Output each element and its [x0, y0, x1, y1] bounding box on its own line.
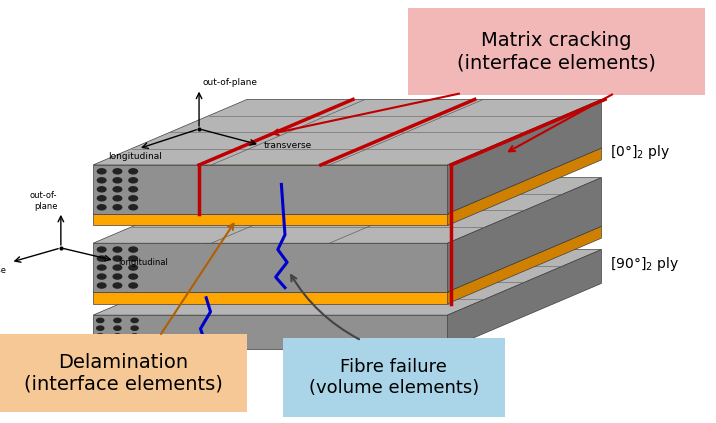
Polygon shape [93, 99, 601, 165]
Circle shape [114, 342, 121, 346]
Circle shape [114, 334, 121, 338]
Polygon shape [93, 292, 448, 304]
Circle shape [113, 169, 122, 174]
Circle shape [131, 319, 138, 322]
Text: Fibre failure
(volume elements): Fibre failure (volume elements) [309, 358, 479, 397]
Text: Delamination
(interface elements): Delamination (interface elements) [24, 353, 223, 394]
Circle shape [97, 334, 104, 338]
Polygon shape [448, 226, 601, 304]
FancyBboxPatch shape [408, 8, 705, 95]
Polygon shape [93, 250, 601, 315]
Polygon shape [448, 148, 601, 225]
Text: Matrix cracking
(interface elements): Matrix cracking (interface elements) [458, 31, 656, 72]
Circle shape [129, 178, 137, 183]
FancyBboxPatch shape [283, 338, 505, 417]
Text: out-of-
plane: out-of- plane [30, 191, 57, 211]
Text: longitudinal: longitudinal [118, 258, 168, 267]
Circle shape [97, 187, 106, 192]
Circle shape [97, 283, 106, 288]
Circle shape [97, 342, 104, 346]
Circle shape [129, 283, 137, 288]
Circle shape [97, 205, 106, 210]
Circle shape [131, 342, 138, 346]
Circle shape [129, 196, 137, 201]
Circle shape [114, 319, 121, 322]
Circle shape [114, 326, 121, 330]
Text: transverse: transverse [263, 141, 311, 150]
Circle shape [129, 274, 137, 279]
Text: longitudinal: longitudinal [107, 152, 162, 161]
Circle shape [97, 256, 106, 261]
Circle shape [97, 265, 106, 270]
Text: $[0°]_2$ ply: $[0°]_2$ ply [610, 143, 670, 161]
Polygon shape [93, 178, 601, 243]
Circle shape [97, 274, 106, 279]
Circle shape [97, 178, 106, 183]
Text: $[90°]_2$ ply: $[90°]_2$ ply [610, 255, 679, 273]
Circle shape [97, 326, 104, 330]
Circle shape [131, 334, 138, 338]
FancyBboxPatch shape [0, 334, 247, 412]
Circle shape [97, 169, 106, 174]
Circle shape [113, 274, 122, 279]
Circle shape [129, 187, 137, 192]
Circle shape [113, 187, 122, 192]
Circle shape [113, 283, 122, 288]
Polygon shape [448, 250, 601, 349]
Circle shape [97, 319, 104, 322]
Polygon shape [93, 165, 448, 214]
Polygon shape [448, 178, 601, 292]
Circle shape [129, 247, 137, 252]
Circle shape [113, 196, 122, 201]
Circle shape [129, 169, 137, 174]
Circle shape [129, 256, 137, 261]
Circle shape [113, 265, 122, 270]
Circle shape [113, 178, 122, 183]
Polygon shape [93, 214, 448, 225]
Text: out-of-plane: out-of-plane [203, 78, 258, 88]
Circle shape [129, 205, 137, 210]
Polygon shape [93, 148, 601, 214]
Circle shape [97, 196, 106, 201]
Circle shape [113, 205, 122, 210]
Circle shape [97, 247, 106, 252]
Circle shape [113, 256, 122, 261]
Polygon shape [93, 243, 448, 292]
Circle shape [113, 247, 122, 252]
Text: transverse: transverse [0, 266, 7, 275]
Polygon shape [93, 226, 601, 292]
Circle shape [131, 326, 138, 330]
Polygon shape [93, 315, 448, 349]
Circle shape [129, 265, 137, 270]
Polygon shape [448, 99, 601, 214]
